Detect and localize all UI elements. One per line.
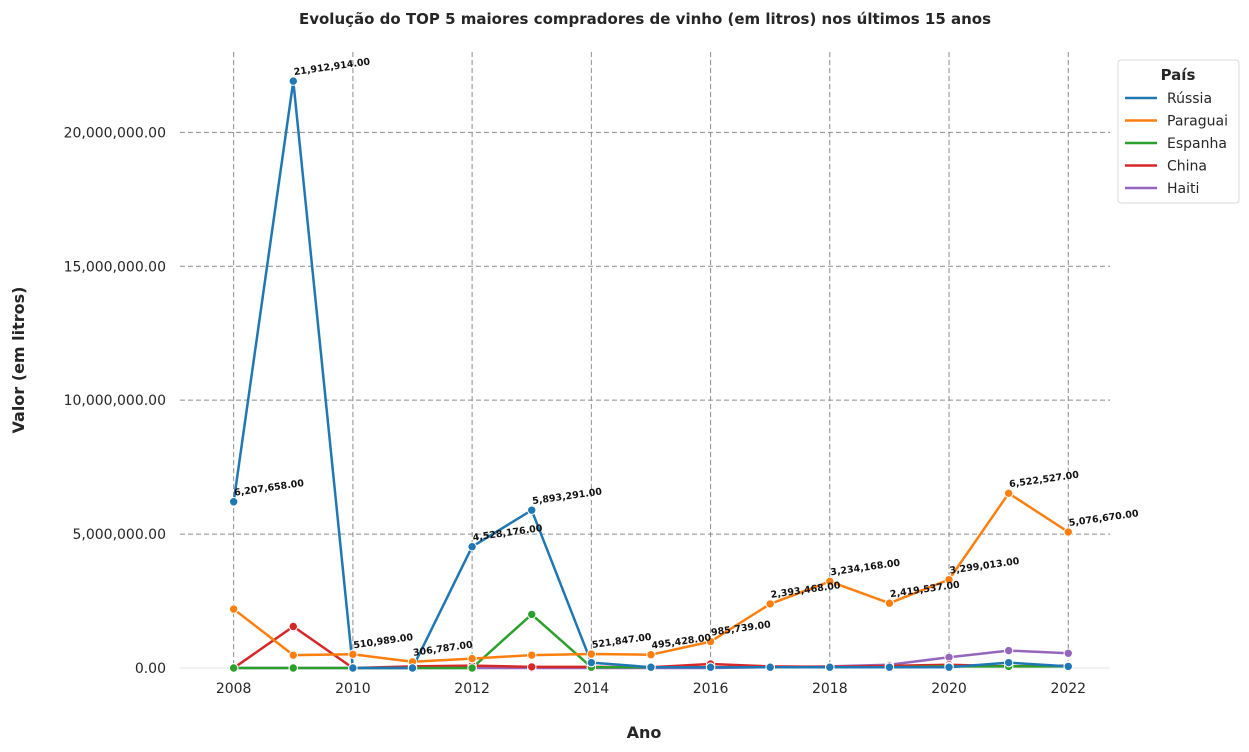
x-tick-label: 2012	[454, 681, 490, 697]
data-label: 306,787.00	[412, 639, 473, 658]
data-point	[467, 542, 477, 552]
data-point	[527, 505, 537, 515]
data-point	[527, 662, 537, 672]
data-point	[1063, 527, 1073, 537]
data-label: 6,522,527.00	[1009, 470, 1081, 491]
x-tick-label: 2018	[812, 681, 848, 697]
series-lines	[232, 79, 1070, 670]
series-line	[232, 79, 1070, 670]
data-labels: 6,207,658.0021,912,914.004,528,176.005,8…	[234, 56, 1140, 658]
data-point	[1003, 645, 1014, 656]
data-point	[765, 599, 775, 609]
data-point	[527, 609, 537, 620]
legend-entry: Rússia	[1167, 91, 1212, 107]
x-tick-label: 2014	[574, 681, 610, 697]
x-axis-label: Ano	[627, 723, 662, 742]
data-point	[646, 650, 656, 660]
legend-items: Rússia Paraguai Espanha China Haiti	[1125, 91, 1228, 197]
data-point	[228, 663, 239, 673]
legend-entry: Espanha	[1167, 136, 1227, 152]
y-tick-label: 0.00	[135, 661, 166, 677]
y-axis-ticks: 0.00 5,000,000.00 10,000,000.00 15,000,000.…	[64, 125, 166, 677]
data-point	[288, 663, 298, 673]
grid-lines	[180, 52, 1110, 669]
data-point	[825, 576, 835, 587]
y-axis-label: Valor (em litros)	[9, 287, 28, 434]
data-point	[288, 650, 298, 660]
data-label: 5,893,291.00	[532, 486, 604, 507]
data-point	[1063, 661, 1073, 672]
y-tick-label: 20,000,000.00	[64, 125, 166, 141]
data-label: 6,207,658.00	[234, 478, 306, 499]
y-tick-label: 10,000,000.00	[64, 393, 166, 409]
data-label: 3,234,168.00	[830, 558, 902, 579]
data-point	[407, 663, 418, 673]
data-point	[228, 604, 239, 614]
x-tick-label: 2022	[1050, 681, 1086, 697]
data-label: 2,419,537.00	[889, 579, 961, 600]
y-tick-label: 5,000,000.00	[72, 527, 166, 543]
legend-frame	[1117, 59, 1240, 204]
series-markers	[228, 76, 1073, 673]
data-point	[1063, 648, 1073, 658]
data-point	[228, 497, 239, 507]
data-point	[825, 662, 835, 672]
data-point	[765, 662, 775, 672]
data-point	[1003, 657, 1014, 668]
data-point	[884, 598, 895, 608]
y-tick-label: 15,000,000.00	[64, 259, 166, 275]
data-point	[467, 663, 477, 673]
data-point	[646, 662, 656, 672]
x-tick-label: 2020	[931, 681, 967, 697]
chart-title: Evolução do TOP 5 maiores compradores de…	[299, 10, 991, 28]
legend-entry: Haiti	[1167, 181, 1199, 197]
x-tick-label: 2008	[216, 681, 252, 697]
legend: País Rússia Paraguai Espanha China Haiti	[1117, 59, 1240, 204]
legend-title: País	[1161, 66, 1196, 84]
data-label: 3,299,013.00	[949, 556, 1021, 577]
data-point	[348, 649, 358, 660]
data-point	[1003, 488, 1014, 499]
data-point	[288, 621, 298, 632]
x-tick-label: 2010	[335, 681, 371, 697]
data-point	[586, 649, 597, 659]
data-label: 2,393,468.00	[770, 580, 842, 601]
data-point	[288, 76, 298, 86]
data-point	[944, 574, 954, 585]
legend-entry: China	[1167, 159, 1207, 175]
x-tick-label: 2016	[693, 681, 729, 697]
x-axis-ticks: 2008 2010 2012 2014 2016 2018 2020 2022	[216, 681, 1086, 697]
data-point	[586, 657, 597, 668]
data-point	[348, 663, 358, 673]
legend-entry: Paraguai	[1167, 114, 1228, 130]
data-point	[527, 650, 537, 660]
data-label: 521,847.00	[591, 632, 652, 651]
data-point	[705, 662, 716, 672]
data-point	[705, 636, 716, 647]
data-point	[944, 662, 954, 672]
data-label: 21,912,914.00	[293, 56, 371, 78]
data-point	[467, 653, 477, 664]
data-label: 5,076,670.00	[1068, 508, 1140, 529]
data-label: 510,989.00	[353, 632, 414, 651]
data-point	[884, 662, 895, 672]
